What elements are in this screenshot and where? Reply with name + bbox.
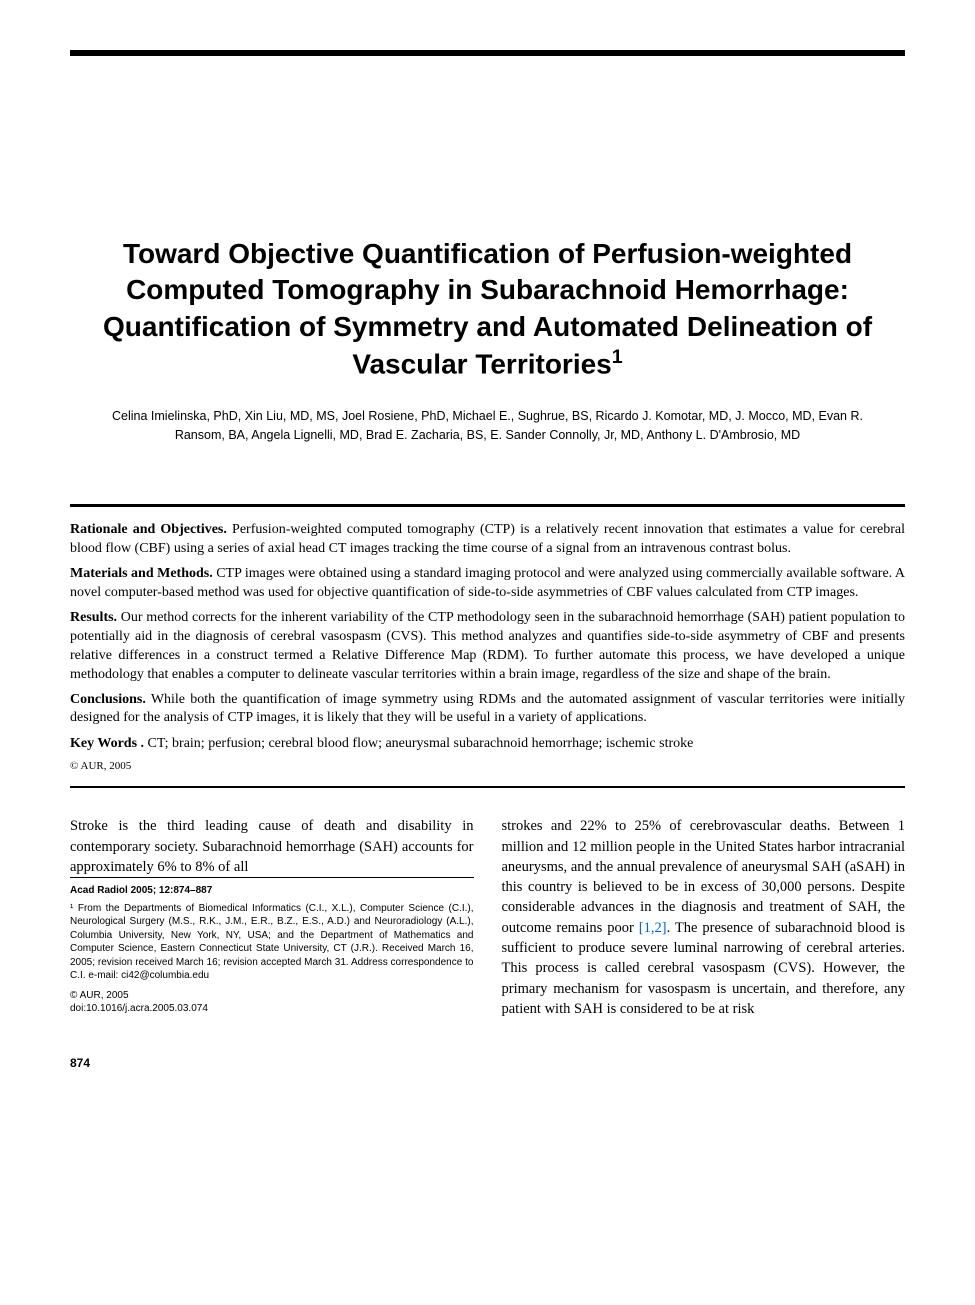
right-column: strokes and 22% to 25% of cerebrovascula…: [502, 816, 906, 1021]
footnote-rule: [70, 877, 474, 878]
abstract-results: Results. Our method corrects for the inh…: [70, 609, 905, 685]
abstract-copyright: © AUR, 2005: [70, 760, 905, 772]
abstract-rationale: Rationale and Objectives. Perfusion-weig…: [70, 521, 905, 559]
results-label: Results.: [70, 610, 117, 625]
footnote-copyright: © AUR, 2005 doi:10.1016/j.acra.2005.03.0…: [70, 989, 474, 1016]
page-number: 874: [70, 1056, 905, 1070]
body-left-para: Stroke is the third leading cause of dea…: [70, 816, 474, 877]
left-column: Stroke is the third leading cause of dea…: [70, 816, 474, 1021]
citation-link[interactable]: [1,2]: [639, 920, 667, 936]
conclusions-text: While both the quantification of image s…: [70, 692, 905, 726]
keywords-label: Key Words .: [70, 736, 144, 751]
article-title: Toward Objective Quantification of Perfu…: [70, 236, 905, 383]
results-text: Our method corrects for the inherent var…: [70, 610, 905, 682]
right-para-part1: strokes and 22% to 25% of cerebrovascula…: [502, 818, 906, 935]
title-text: Toward Objective Quantification of Perfu…: [103, 238, 872, 380]
keywords-text: CT; brain; perfusion; cerebral blood flo…: [144, 736, 693, 751]
author-list: Celina Imielinska, PhD, Xin Liu, MD, MS,…: [70, 407, 905, 445]
affiliation-footnote: ¹ From the Departments of Biomedical Inf…: [70, 902, 474, 983]
footnote-doi: doi:10.1016/j.acra.2005.03.074: [70, 1003, 208, 1014]
keywords: Key Words . CT; brain; perfusion; cerebr…: [70, 736, 905, 752]
methods-label: Materials and Methods.: [70, 566, 213, 581]
body-right-para: strokes and 22% to 25% of cerebrovascula…: [502, 816, 906, 1019]
journal-reference: Acad Radiol 2005; 12:874–887: [70, 884, 474, 898]
conclusions-label: Conclusions.: [70, 692, 146, 707]
top-rule: [70, 50, 905, 56]
footnote-block: Acad Radiol 2005; 12:874–887 ¹ From the …: [70, 884, 474, 1022]
abstract-box: Rationale and Objectives. Perfusion-weig…: [70, 504, 905, 788]
abstract-methods: Materials and Methods. CTP images were o…: [70, 565, 905, 603]
title-footnote-marker: 1: [612, 346, 623, 368]
footnote-copyright-text: © AUR, 2005: [70, 990, 129, 1001]
body-columns: Stroke is the third leading cause of dea…: [70, 816, 905, 1021]
rationale-label: Rationale and Objectives.: [70, 522, 227, 537]
abstract-conclusions: Conclusions. While both the quantificati…: [70, 691, 905, 729]
